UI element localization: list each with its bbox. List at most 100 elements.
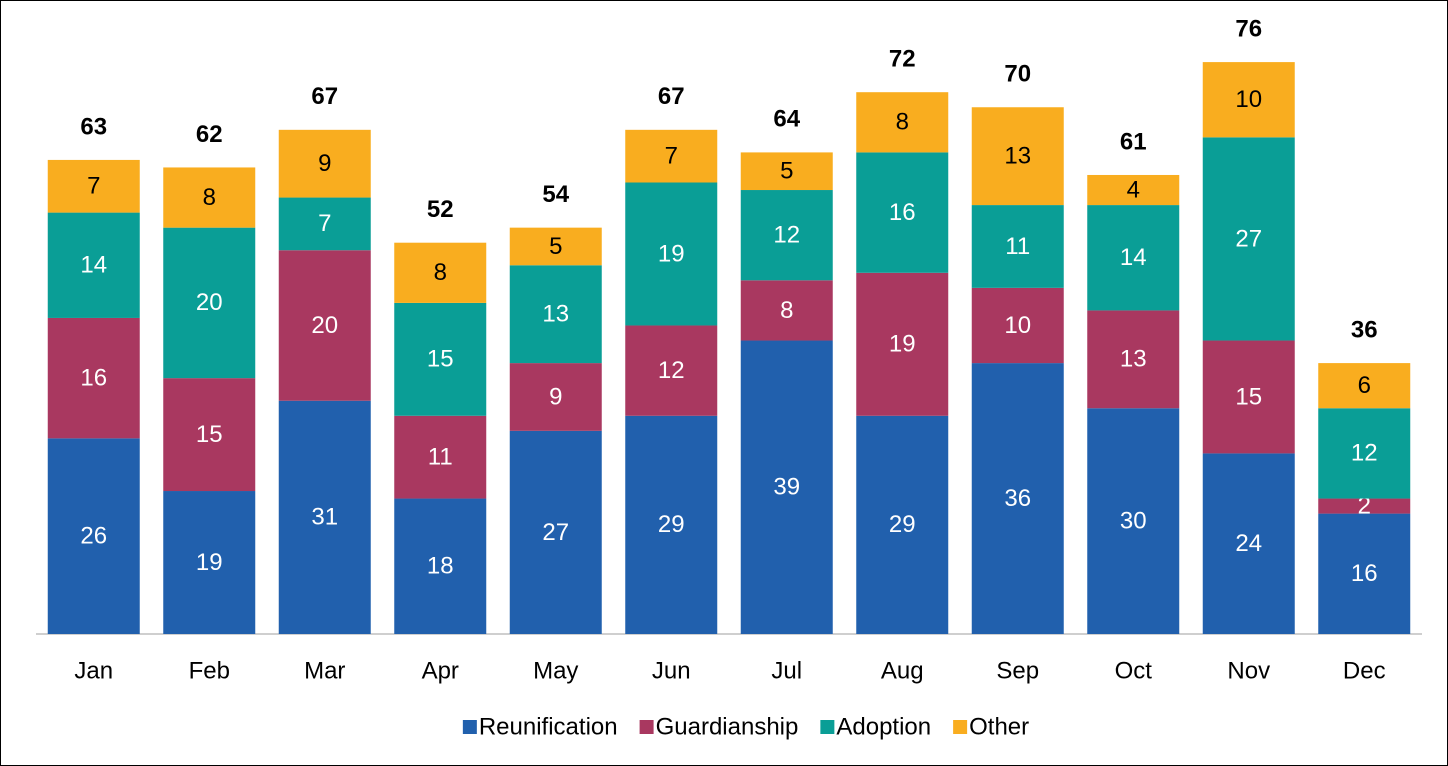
legend-label: Reunification [479,713,618,740]
segment-label: 8 [896,109,909,136]
legend-label: Guardianship [656,713,799,740]
segment-label: 2 [1358,492,1371,519]
segment-label: 13 [1120,346,1147,373]
bar-segment [163,491,256,634]
total-label: 36 [1351,316,1378,343]
bar-segment [47,212,140,318]
segment-label: 7 [318,210,331,237]
bar-segment [625,415,718,634]
segment-label: 27 [1235,225,1262,252]
segment-label: 12 [658,357,685,384]
bar-segment [740,152,833,191]
segment-label: 14 [1120,244,1147,271]
x-tick-label: Mar [304,657,345,684]
bar-segment [856,415,949,634]
bar-segment [1318,408,1411,499]
bar-segment [47,438,140,634]
bar-segment [47,159,140,213]
segment-label: 19 [889,331,916,358]
segment-label: 13 [542,301,569,328]
bar-segment [856,152,949,273]
total-label: 52 [427,196,454,223]
total-label: 64 [773,106,800,133]
bar-segment [625,182,718,326]
x-tick-label: May [533,657,578,684]
segment-label: 18 [427,553,454,580]
segment-label: 19 [196,549,223,576]
total-label: 54 [542,181,569,208]
segment-label: 30 [1120,507,1147,534]
total-label: 63 [80,113,107,140]
segment-label: 9 [318,150,331,177]
bar-segment [971,205,1064,288]
bar-segment [625,129,718,183]
bar-segment [1202,453,1295,634]
segment-label: 4 [1127,176,1140,203]
bar-segment [740,340,833,634]
bar-segment [394,498,487,634]
segment-label: 9 [549,383,562,410]
segment-label: 8 [780,297,793,324]
segment-label: 31 [311,504,338,531]
bar-segment [740,280,833,341]
bar-segment [163,167,256,228]
segment-label: 13 [1004,143,1031,170]
segment-label: 5 [780,158,793,185]
total-label: 70 [1004,61,1031,88]
bar-segment [278,129,371,198]
segment-label: 11 [428,444,453,471]
segment-label: 8 [434,259,447,286]
segment-label: 39 [773,474,800,501]
x-tick-label: Dec [1343,657,1386,684]
x-tick-label: Oct [1115,657,1153,684]
segment-label: 20 [196,289,223,316]
x-tick-label: Aug [881,657,924,684]
bar-segment [1087,205,1180,311]
segment-label: 7 [665,143,678,170]
x-tick-label: Jan [74,657,113,684]
bar-segment [1087,408,1180,634]
segment-label: 11 [1005,233,1030,260]
total-label: 62 [196,121,223,148]
segment-label: 24 [1235,530,1262,557]
segment-label: 16 [1351,560,1378,587]
segment-label: 6 [1358,372,1371,399]
bar-segment [856,272,949,416]
segment-label: 16 [889,199,916,226]
total-label: 61 [1120,128,1147,155]
x-tick-label: Apr [422,657,459,684]
segment-label: 16 [80,364,107,391]
x-tick-label: Sep [996,657,1039,684]
legend-swatch [953,720,968,734]
segment-label: 15 [196,421,223,448]
bar-segment [971,363,1064,634]
total-label: 67 [658,83,685,110]
bar-segment [1318,363,1411,409]
bar-segment [1202,137,1295,341]
segment-label: 36 [1004,485,1031,512]
bar-segment [509,363,602,431]
x-tick-label: Feb [189,657,230,684]
x-tick-label: Nov [1227,657,1270,684]
segment-label: 15 [1235,383,1262,410]
total-label: 67 [311,83,338,110]
segment-label: 15 [427,346,454,373]
bar-segment [394,302,487,416]
bar-segment [1202,62,1295,138]
bar-segment [971,107,1064,206]
segment-label: 12 [773,222,800,249]
segment-label: 10 [1004,312,1031,339]
bar-segment [971,287,1064,364]
legend-swatch [820,720,835,734]
bar-segment [163,227,256,379]
segment-label: 27 [542,519,569,546]
bar-segment [509,227,602,266]
bar-segment [509,265,602,364]
segment-label: 26 [80,523,107,550]
bar-segment [509,430,602,634]
bar-segment [625,325,718,416]
bar-segment [278,197,371,251]
bar-segment [47,317,140,439]
segment-label: 29 [658,511,685,538]
